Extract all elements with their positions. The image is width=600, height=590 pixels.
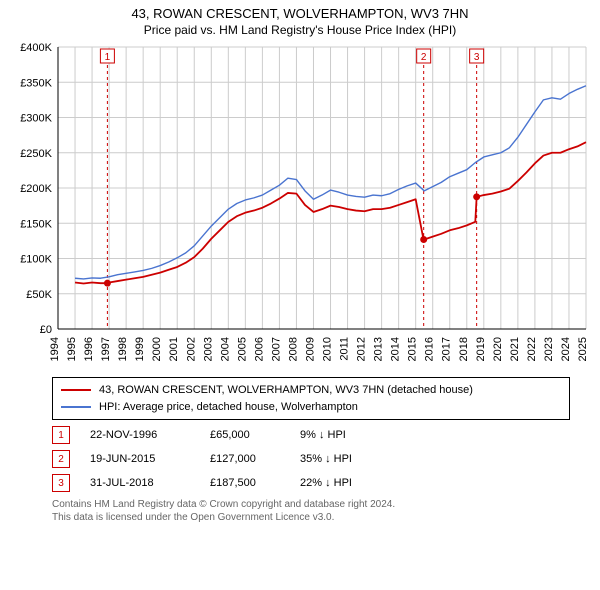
svg-text:£0: £0 [40,324,52,336]
svg-text:2007: 2007 [270,337,282,361]
svg-text:2021: 2021 [509,337,521,361]
legend-swatch-property [61,389,91,391]
svg-text:2025: 2025 [577,337,589,361]
svg-text:2006: 2006 [253,337,265,361]
footer-line-1: Contains HM Land Registry data © Crown c… [52,498,570,511]
svg-text:2015: 2015 [407,337,419,361]
svg-text:1996: 1996 [83,337,95,361]
svg-text:2005: 2005 [236,337,248,361]
transaction-date: 19-JUN-2015 [90,453,210,465]
svg-text:2020: 2020 [492,337,504,361]
svg-text:1994: 1994 [49,337,61,361]
legend-item-hpi: HPI: Average price, detached house, Wolv… [61,399,561,416]
svg-text:1999: 1999 [134,337,146,361]
legend-label: HPI: Average price, detached house, Wolv… [99,399,358,416]
svg-text:2003: 2003 [202,337,214,361]
chart-plot: £0 £50K £100K £150K £200K £250K £300K £350K £400… [8,41,592,371]
transaction-diff: 9% ↓ HPI [300,429,346,441]
svg-text:2023: 2023 [543,337,555,361]
transaction-row: 1 22-NOV-1996 £65,000 9% ↓ HPI [52,426,570,444]
chart-svg: £0 £50K £100K £150K £200K £250K £300K £350K £400… [8,41,592,371]
transaction-diff: 22% ↓ HPI [300,477,352,489]
transaction-row: 2 19-JUN-2015 £127,000 35% ↓ HPI [52,450,570,468]
svg-text:2004: 2004 [219,337,231,361]
transaction-date: 22-NOV-1996 [90,429,210,441]
transaction-table: 1 22-NOV-1996 £65,000 9% ↓ HPI 2 19-JUN-… [52,426,570,492]
legend-swatch-hpi [61,406,91,408]
transaction-marker-3: 3 [52,474,70,492]
svg-text:1: 1 [105,52,111,63]
legend-label: 43, ROWAN CRESCENT, WOLVERHAMPTON, WV3 7… [99,382,473,399]
svg-text:£150K: £150K [20,218,52,230]
svg-text:2012: 2012 [356,337,368,361]
svg-text:2024: 2024 [560,337,572,361]
legend: 43, ROWAN CRESCENT, WOLVERHAMPTON, WV3 7… [52,377,570,420]
legend-item-property: 43, ROWAN CRESCENT, WOLVERHAMPTON, WV3 7… [61,382,561,399]
svg-text:2016: 2016 [424,337,436,361]
transaction-price: £65,000 [210,429,300,441]
svg-text:3: 3 [474,52,480,63]
svg-text:1997: 1997 [100,337,112,361]
svg-text:£300K: £300K [20,113,52,125]
svg-text:2018: 2018 [458,337,470,361]
transaction-date: 31-JUL-2018 [90,477,210,489]
svg-text:2017: 2017 [441,337,453,361]
chart-footer: Contains HM Land Registry data © Crown c… [52,498,570,524]
transaction-diff: 35% ↓ HPI [300,453,352,465]
transaction-marker-1: 1 [52,426,70,444]
svg-text:2014: 2014 [390,337,402,361]
chart-container: { "title": "43, ROWAN CRESCENT, WOLVERHA… [0,0,600,590]
svg-text:2002: 2002 [185,337,197,361]
svg-text:2000: 2000 [151,337,163,361]
chart-title: 43, ROWAN CRESCENT, WOLVERHAMPTON, WV3 7… [0,0,600,21]
transaction-price: £127,000 [210,453,300,465]
svg-text:£350K: £350K [20,77,52,89]
svg-text:£100K: £100K [20,254,52,266]
svg-text:2: 2 [421,52,427,63]
footer-line-2: This data is licensed under the Open Gov… [52,511,570,524]
svg-text:2019: 2019 [475,337,487,361]
transaction-price: £187,500 [210,477,300,489]
svg-text:1995: 1995 [66,337,78,361]
svg-text:£400K: £400K [20,42,52,54]
svg-text:£50K: £50K [26,289,52,301]
transaction-row: 3 31-JUL-2018 £187,500 22% ↓ HPI [52,474,570,492]
svg-text:2001: 2001 [168,337,180,361]
svg-text:2009: 2009 [304,337,316,361]
svg-text:2022: 2022 [526,337,538,361]
svg-text:1998: 1998 [117,337,129,361]
svg-text:2011: 2011 [339,337,351,361]
chart-subtitle: Price paid vs. HM Land Registry's House … [0,21,600,41]
svg-text:2010: 2010 [322,337,334,361]
transaction-marker-2: 2 [52,450,70,468]
svg-text:£200K: £200K [20,183,52,195]
svg-text:£250K: £250K [20,148,52,160]
svg-text:2008: 2008 [287,337,299,361]
svg-text:2013: 2013 [373,337,385,361]
